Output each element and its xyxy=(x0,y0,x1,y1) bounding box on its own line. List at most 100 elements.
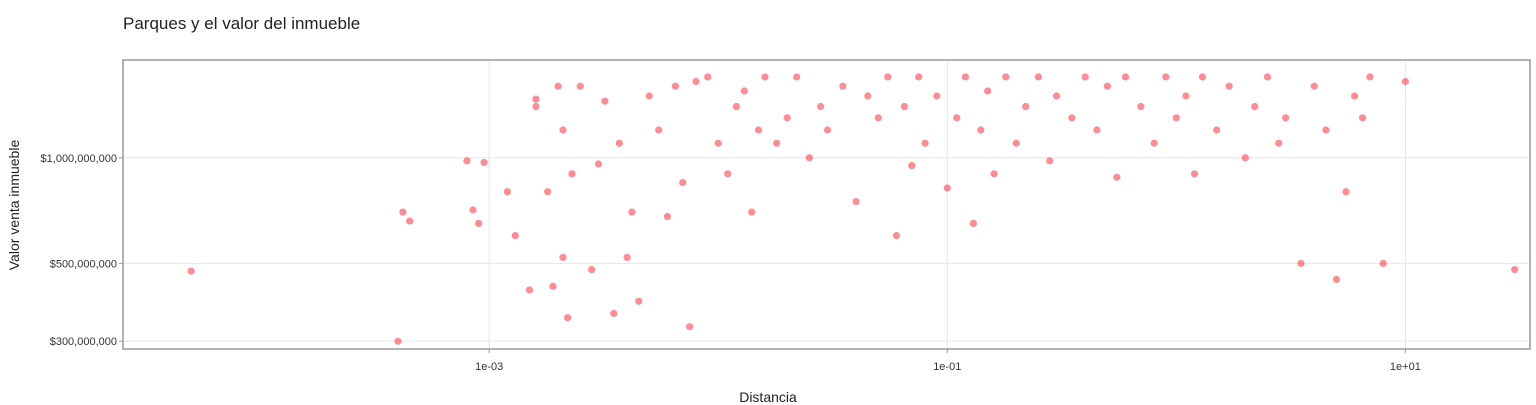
data-point xyxy=(1162,73,1170,81)
data-point xyxy=(671,82,679,90)
data-point xyxy=(544,188,552,196)
y-tick-label: $500,000,000 xyxy=(50,258,117,270)
data-point xyxy=(503,188,511,196)
data-point xyxy=(943,184,951,192)
data-point xyxy=(475,219,483,228)
data-point xyxy=(610,309,618,318)
data-point xyxy=(635,297,643,305)
data-point xyxy=(1002,73,1010,81)
data-point xyxy=(1332,275,1341,284)
data-point xyxy=(1350,92,1359,100)
data-point xyxy=(969,219,977,228)
data-point xyxy=(874,114,882,122)
data-point xyxy=(554,82,562,90)
data-point xyxy=(915,73,923,81)
data-point xyxy=(1251,102,1259,111)
data-point xyxy=(990,170,998,178)
data-point xyxy=(823,126,832,134)
data-point xyxy=(839,82,847,90)
data-point xyxy=(852,198,860,206)
data-point xyxy=(783,114,791,122)
data-point xyxy=(1190,170,1199,178)
data-point xyxy=(900,102,909,111)
data-point xyxy=(525,286,534,294)
data-point xyxy=(532,95,540,103)
data-point xyxy=(1198,73,1207,81)
data-point xyxy=(1022,102,1030,111)
data-point xyxy=(568,170,576,178)
data-point xyxy=(805,154,813,162)
data-point xyxy=(754,126,763,134)
data-point xyxy=(549,282,557,290)
data-point xyxy=(1401,77,1409,86)
data-point xyxy=(576,82,584,90)
data-point xyxy=(532,102,540,111)
data-point xyxy=(773,139,781,147)
data-point xyxy=(748,208,756,216)
data-point xyxy=(817,102,825,111)
data-point xyxy=(1081,73,1089,81)
data-point xyxy=(394,337,402,345)
data-point xyxy=(679,178,687,187)
data-point xyxy=(1213,126,1221,134)
plot-border xyxy=(122,59,1531,350)
x-tick-label: 1e+01 xyxy=(1390,361,1421,373)
data-point xyxy=(628,208,636,216)
data-point xyxy=(984,87,992,95)
data-point xyxy=(692,77,700,86)
data-point xyxy=(655,126,663,134)
data-point xyxy=(1113,173,1121,181)
data-point xyxy=(977,126,985,134)
data-point xyxy=(704,73,712,81)
data-point xyxy=(623,253,631,261)
data-point xyxy=(1103,82,1111,90)
data-point xyxy=(511,231,519,240)
data-point xyxy=(864,92,872,100)
data-point xyxy=(953,114,961,122)
data-point xyxy=(645,92,653,100)
data-point xyxy=(933,92,941,100)
data-point xyxy=(884,73,892,81)
data-point xyxy=(406,217,414,225)
data-point xyxy=(1034,73,1043,81)
data-point xyxy=(1241,154,1249,162)
data-point xyxy=(1182,92,1190,100)
data-point xyxy=(1052,92,1061,100)
data-point xyxy=(615,139,623,147)
y-tick-label: $1,000,000,000 xyxy=(41,153,117,165)
data-point xyxy=(1310,82,1318,90)
data-point xyxy=(463,157,471,165)
data-point xyxy=(740,87,748,95)
data-point xyxy=(1172,114,1180,122)
x-axis-label: Distancia xyxy=(739,389,797,405)
data-point xyxy=(1297,259,1305,267)
data-point xyxy=(1121,73,1130,81)
chart-title: Parques y el valor del inmueble xyxy=(123,14,361,33)
data-point xyxy=(1225,82,1233,90)
data-point xyxy=(1068,114,1076,122)
y-tick-label: $300,000,000 xyxy=(50,336,117,348)
data-point xyxy=(1093,126,1101,134)
data-point xyxy=(961,73,970,81)
data-point xyxy=(663,212,672,221)
x-tick-label: 1e-03 xyxy=(475,361,503,373)
data-point xyxy=(892,231,901,240)
data-point xyxy=(1358,114,1367,122)
data-point xyxy=(480,158,488,167)
x-tick-label: 1e-01 xyxy=(933,361,961,373)
data-point xyxy=(399,208,407,216)
data-point xyxy=(1282,114,1290,122)
data-point xyxy=(1366,73,1374,81)
data-point xyxy=(908,161,916,170)
data-point xyxy=(1322,126,1330,134)
data-point xyxy=(1046,157,1054,165)
data-point xyxy=(469,206,477,214)
data-point xyxy=(563,314,572,322)
data-point xyxy=(587,265,596,274)
data-point xyxy=(1342,188,1350,196)
data-point xyxy=(601,97,609,105)
data-point xyxy=(1511,265,1519,274)
data-point xyxy=(1379,259,1387,267)
